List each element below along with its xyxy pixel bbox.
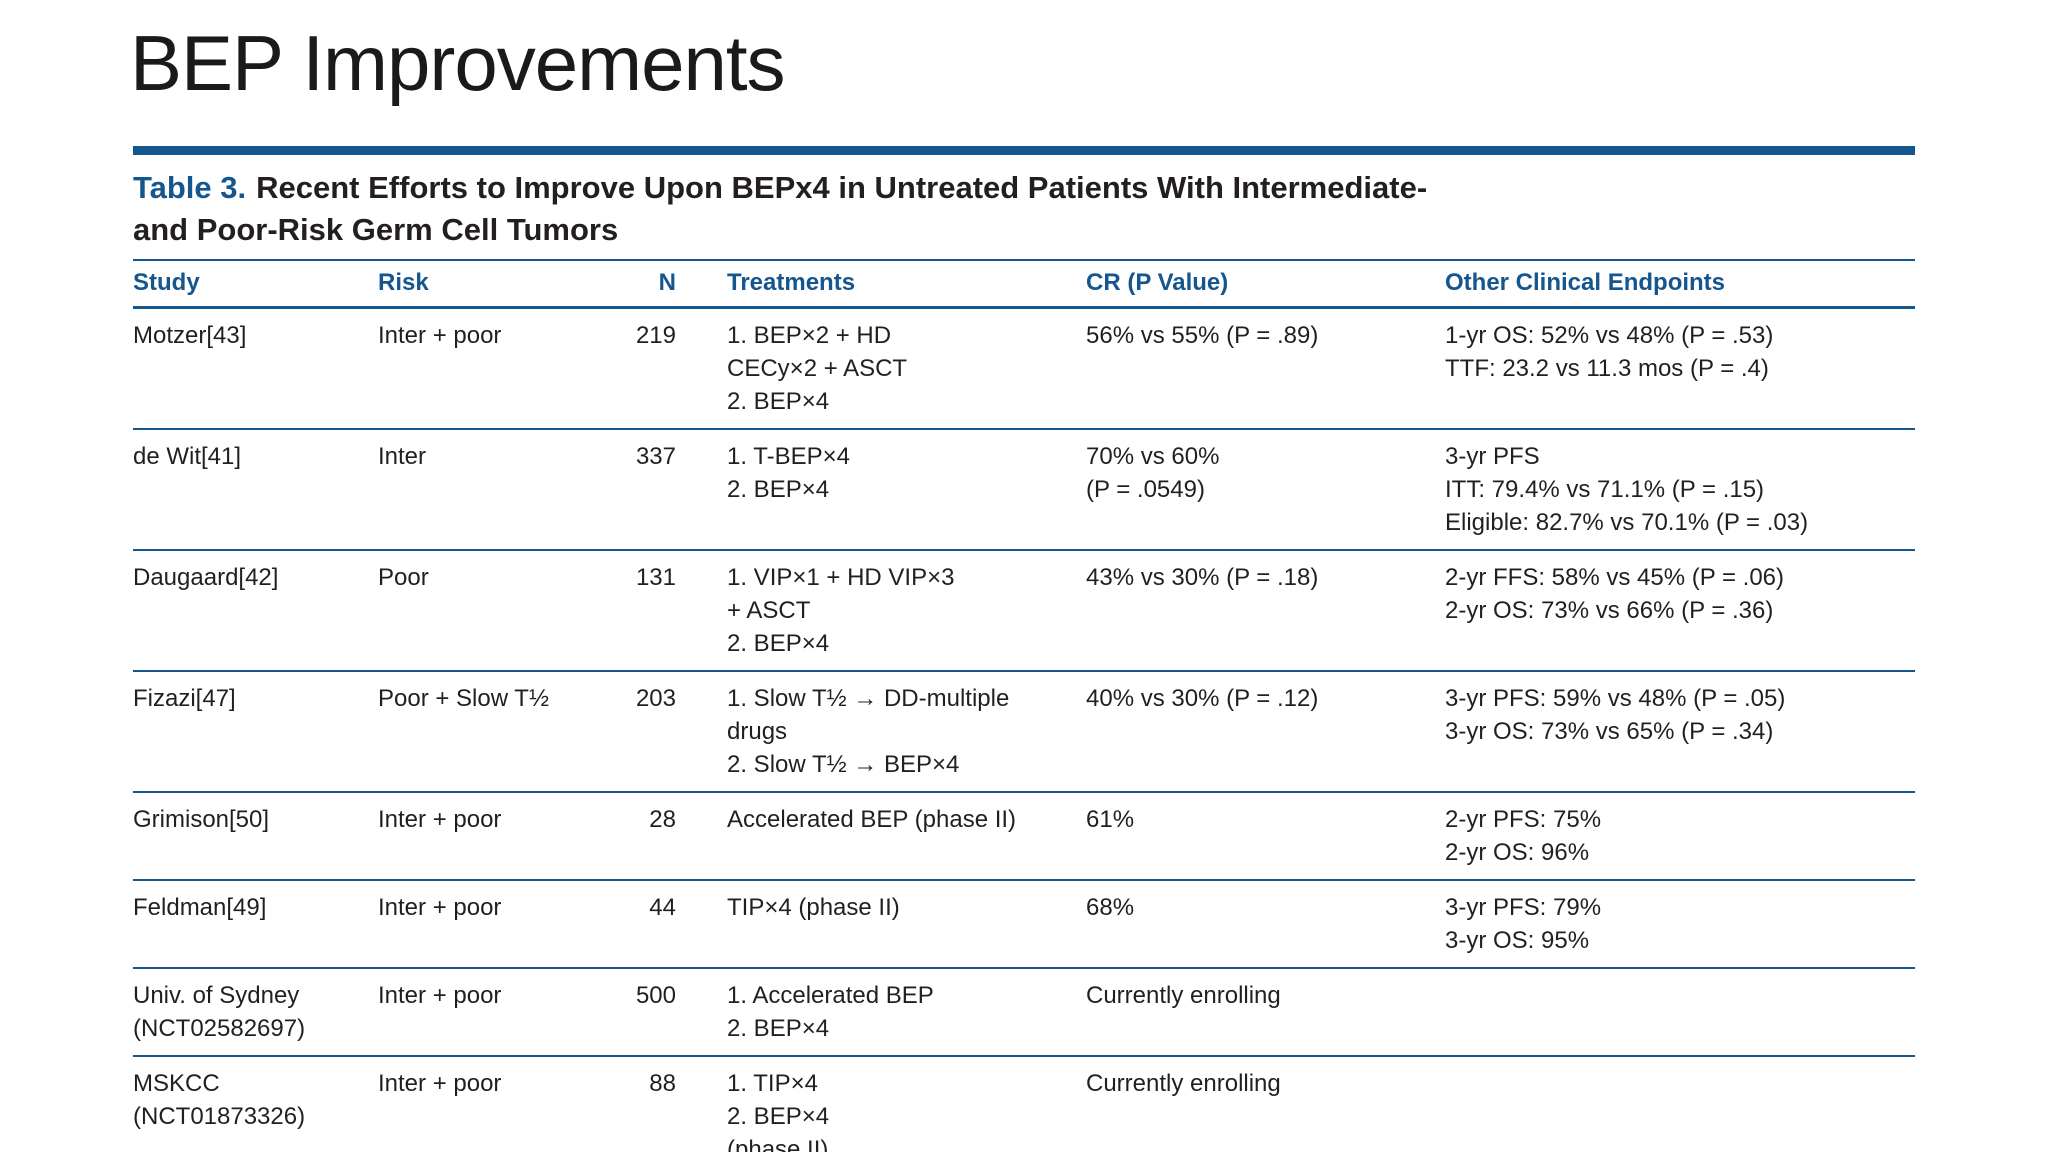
table-container: Table 3. Recent Efforts to Improve Upon B…: [133, 146, 1915, 1152]
slide-title: BEP Improvements: [130, 19, 786, 107]
cell-endpoints: [1445, 968, 1915, 1056]
cell-n: 28: [649, 806, 676, 833]
cell-n: 203: [635, 685, 676, 712]
table-row-grimison: Grimison[50] Inter + poor 28 Accelerated…: [133, 792, 1915, 880]
cell-endpoints: 3-yr PFS: 79% 3-yr OS: 95%: [1445, 894, 1602, 954]
cell-endpoints: 1-yr OS: 52% vs 48% (P = .53) TTF: 23.2 …: [1445, 322, 1774, 382]
table-row-feldman: Feldman[49] Inter + poor 44 TIP×4 (phase…: [133, 880, 1915, 968]
cell-n: 44: [649, 894, 676, 921]
cell-study: Daugaard[42]: [133, 564, 279, 591]
cell-risk: Inter + poor: [378, 806, 502, 833]
table-caption-text: Recent Efforts to Improve Upon BEPx4 in …: [133, 170, 1428, 247]
table-row-dewit: de Wit[41] Inter 337 1. T-BEP×4 2. BEP×4…: [133, 429, 1915, 550]
cell-n: 88: [649, 1070, 676, 1097]
col-header-study: Study: [133, 269, 200, 296]
table-body: Motzer[43] Inter + poor 219 1. BEP×2 + H…: [133, 308, 1915, 1152]
cell-n: 337: [635, 443, 676, 470]
table-row-fizazi: Fizazi[47] Poor + Slow T½ 203 1. Slow T½…: [133, 671, 1915, 792]
col-header-risk: Risk: [378, 269, 429, 296]
cell-study: Feldman[49]: [133, 894, 267, 921]
table-caption: Table 3. Recent Efforts to Improve Upon B…: [133, 167, 1915, 251]
table-header: Study Risk N Treatments CR (P Value) Oth…: [133, 260, 1915, 308]
cell-study: Univ. of Sydney (NCT02582697): [133, 982, 306, 1042]
clinical-trials-table: Study Risk N Treatments CR (P Value) Oth…: [133, 259, 1915, 1152]
cell-treatments: Accelerated BEP (phase II): [727, 806, 1017, 833]
cell-treatments: 1. VIP×1 + HD VIP×3 + ASCT 2. BEP×4: [727, 564, 955, 657]
cell-treatments: 1. TIP×4 2. BEP×4 (phase II): [727, 1070, 830, 1152]
cell-study: MSKCC (NCT01873326): [133, 1070, 306, 1130]
cell-treatments: 1. Accelerated BEP 2. BEP×4: [727, 982, 934, 1042]
cell-endpoints: 2-yr PFS: 75% 2-yr OS: 96%: [1445, 806, 1602, 866]
cell-risk: Inter + poor: [378, 982, 502, 1009]
header-row: Study Risk N Treatments CR (P Value) Oth…: [133, 260, 1915, 308]
cell-risk: Inter + poor: [378, 322, 502, 349]
table-row-mskcc: MSKCC (NCT01873326) Inter + poor 88 1. T…: [133, 1056, 1915, 1152]
col-header-treatments: Treatments: [727, 269, 856, 296]
cell-cr: 56% vs 55% (P = .89): [1086, 322, 1319, 349]
table-row-motzer: Motzer[43] Inter + poor 219 1. BEP×2 + H…: [133, 308, 1915, 429]
cell-treatments: 1. BEP×2 + HD CECy×2 + ASCT 2. BEP×4: [727, 322, 908, 415]
col-header-other-endpoints: Other Clinical Endpoints: [1445, 269, 1726, 296]
cell-cr: 43% vs 30% (P = .18): [1086, 564, 1319, 591]
table-row-sydney: Univ. of Sydney (NCT02582697) Inter + po…: [133, 968, 1915, 1056]
col-header-cr-pvalue: CR (P Value): [1086, 269, 1229, 296]
cell-n: 219: [635, 322, 676, 349]
cell-risk: Poor + Slow T½: [378, 685, 549, 712]
cell-study: de Wit[41]: [133, 443, 242, 470]
cell-cr: Currently enrolling: [1086, 982, 1281, 1009]
cell-n: 500: [635, 982, 676, 1009]
table-row-daugaard: Daugaard[42] Poor 131 1. VIP×1 + HD VIP×…: [133, 550, 1915, 671]
cell-treatments: 1. T-BEP×4 2. BEP×4: [727, 443, 850, 503]
cell-study: Grimison[50]: [133, 806, 270, 833]
cell-cr: 40% vs 30% (P = .12): [1086, 685, 1319, 712]
cell-endpoints: 3-yr PFS ITT: 79.4% vs 71.1% (P = .15) E…: [1445, 443, 1809, 536]
cell-risk: Inter + poor: [378, 894, 502, 921]
table-caption-label: Table 3.: [133, 170, 247, 205]
cell-treatments: 1. Slow T½ → DD-multiple drugs 2. Slow T…: [727, 685, 1010, 778]
cell-study: Fizazi[47]: [133, 685, 236, 712]
cell-risk: Poor: [378, 564, 429, 591]
cell-cr: Currently enrolling: [1086, 1070, 1281, 1097]
cell-treatments: TIP×4 (phase II): [727, 894, 900, 921]
col-header-n: N: [658, 269, 676, 296]
cell-endpoints: 3-yr PFS: 59% vs 48% (P = .05) 3-yr OS: …: [1445, 685, 1786, 745]
cell-study: Motzer[43]: [133, 322, 247, 349]
cell-risk: Inter + poor: [378, 1070, 502, 1097]
cell-endpoints: 2-yr FFS: 58% vs 45% (P = .06) 2-yr OS: …: [1445, 564, 1785, 624]
cell-cr: 61%: [1086, 806, 1135, 833]
cell-n: 131: [635, 564, 676, 591]
cell-endpoints: [1445, 1056, 1915, 1152]
cell-cr: 68%: [1086, 894, 1135, 921]
cell-risk: Inter: [378, 443, 427, 470]
cell-cr: 70% vs 60% (P = .0549): [1086, 443, 1220, 503]
